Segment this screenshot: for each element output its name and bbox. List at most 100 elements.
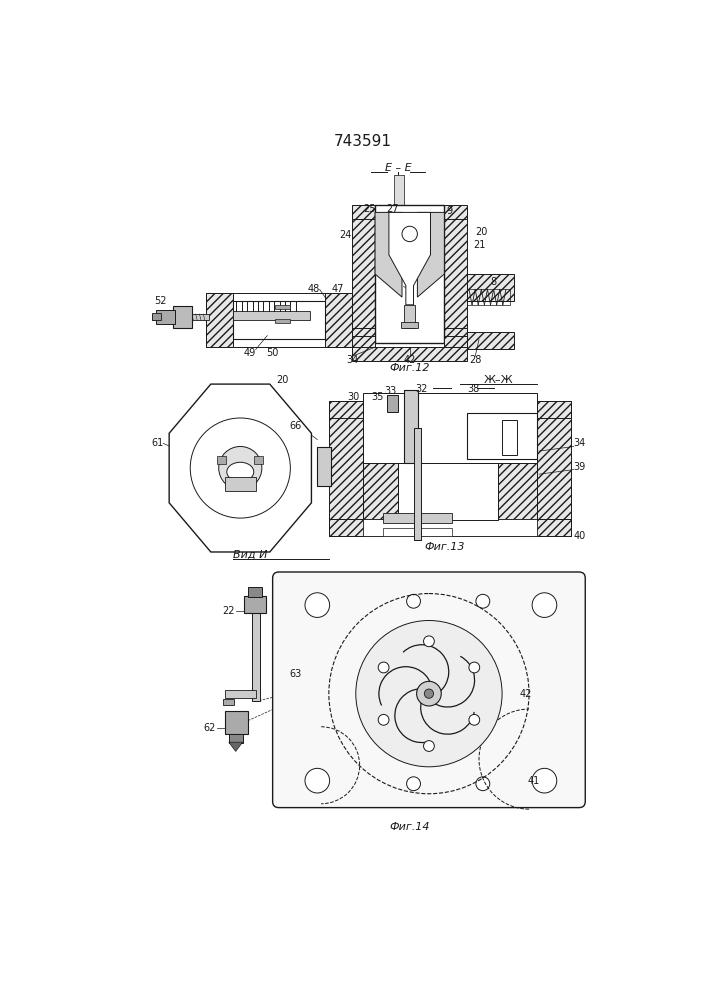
Bar — [352, 347, 467, 361]
Polygon shape — [375, 212, 402, 297]
Bar — [363, 401, 398, 463]
Circle shape — [423, 741, 434, 751]
Bar — [537, 401, 571, 536]
Circle shape — [190, 418, 291, 518]
Circle shape — [218, 446, 262, 490]
Text: 41: 41 — [527, 776, 539, 786]
Bar — [329, 401, 363, 536]
Bar — [223, 699, 234, 705]
Polygon shape — [169, 384, 311, 552]
Text: 48: 48 — [308, 284, 320, 294]
Circle shape — [356, 620, 502, 767]
Text: 42: 42 — [520, 689, 532, 699]
Text: 20: 20 — [276, 375, 289, 385]
Bar — [225, 690, 256, 698]
Circle shape — [423, 636, 434, 647]
Bar — [352, 212, 375, 336]
Bar — [375, 205, 444, 343]
Bar — [317, 447, 331, 456]
Bar — [363, 519, 537, 536]
Bar — [317, 447, 331, 486]
Bar — [467, 274, 514, 301]
Bar — [363, 463, 398, 520]
Circle shape — [305, 593, 329, 617]
Text: 27: 27 — [387, 204, 399, 214]
Text: 9: 9 — [446, 206, 452, 216]
Bar — [404, 389, 418, 401]
Text: 40: 40 — [573, 531, 586, 541]
Bar — [225, 711, 248, 734]
Text: 50: 50 — [266, 348, 278, 358]
Text: 39: 39 — [573, 462, 586, 472]
Bar — [156, 310, 175, 324]
Text: Ж–Ж: Ж–Ж — [484, 375, 513, 385]
Circle shape — [469, 662, 479, 673]
Polygon shape — [229, 742, 243, 751]
Bar — [414, 428, 421, 540]
Text: 47: 47 — [331, 284, 344, 294]
Circle shape — [407, 594, 421, 608]
Bar — [206, 293, 352, 347]
Bar — [402, 322, 418, 328]
FancyBboxPatch shape — [273, 572, 585, 808]
Text: 30: 30 — [347, 392, 360, 402]
Bar — [394, 175, 404, 214]
Bar — [382, 513, 452, 523]
Polygon shape — [389, 212, 431, 305]
Text: Фиг.14: Фиг.14 — [390, 822, 430, 832]
Text: 35: 35 — [371, 392, 384, 402]
Text: 49: 49 — [243, 348, 256, 358]
Bar — [252, 609, 259, 701]
Circle shape — [532, 768, 557, 793]
Circle shape — [407, 777, 421, 791]
Bar — [248, 587, 262, 597]
Text: 8: 8 — [491, 277, 496, 287]
Text: 32: 32 — [415, 384, 428, 394]
Text: E – E: E – E — [385, 163, 411, 173]
Text: 21: 21 — [474, 240, 486, 250]
Bar — [173, 306, 192, 328]
Text: 25: 25 — [363, 204, 376, 214]
Text: Вид И: Вид И — [233, 550, 267, 560]
Bar — [352, 328, 467, 342]
Bar — [329, 519, 571, 536]
Bar — [229, 734, 243, 743]
Bar — [275, 319, 291, 323]
Text: 34: 34 — [346, 355, 358, 365]
Bar — [254, 456, 264, 464]
Text: 33: 33 — [385, 386, 397, 396]
Bar — [244, 596, 266, 613]
Text: Фиг.12: Фиг.12 — [390, 363, 430, 373]
Bar — [363, 393, 537, 463]
Bar — [467, 289, 510, 305]
Bar — [352, 205, 467, 219]
Text: 24: 24 — [339, 231, 352, 240]
Text: 743591: 743591 — [334, 134, 392, 149]
Circle shape — [476, 777, 490, 791]
Bar — [317, 477, 331, 486]
Text: 34: 34 — [573, 438, 586, 448]
Text: 20: 20 — [475, 227, 488, 237]
Circle shape — [416, 681, 441, 706]
Circle shape — [532, 593, 557, 617]
Bar — [404, 305, 415, 328]
Bar — [152, 312, 161, 320]
Bar — [444, 336, 467, 351]
Bar — [398, 463, 498, 520]
Bar — [329, 401, 571, 418]
Polygon shape — [417, 212, 444, 297]
Circle shape — [402, 226, 417, 242]
Text: 38: 38 — [467, 384, 479, 394]
Circle shape — [469, 714, 479, 725]
Bar — [233, 301, 325, 339]
Circle shape — [305, 768, 329, 793]
Bar — [444, 212, 467, 336]
Bar — [387, 395, 398, 412]
Bar — [217, 456, 226, 464]
Circle shape — [424, 689, 433, 698]
Bar — [233, 311, 310, 320]
Bar — [152, 314, 209, 320]
Bar — [329, 519, 571, 536]
Bar — [467, 413, 537, 459]
Text: 22: 22 — [223, 606, 235, 616]
